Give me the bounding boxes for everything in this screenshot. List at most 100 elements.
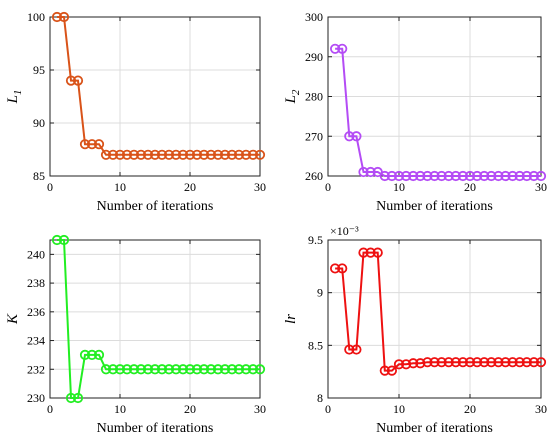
data-point [400, 359, 412, 370]
y-tick-label: 280 [305, 90, 323, 104]
data-point [51, 234, 63, 246]
data-point [212, 364, 224, 375]
y-axis-label: L2 [283, 89, 302, 104]
plot-area [50, 17, 260, 176]
y-tick-label: 234 [27, 334, 45, 348]
data-point [100, 364, 112, 375]
x-tick-label: 10 [393, 402, 405, 416]
data-point [393, 170, 405, 182]
data-point [100, 149, 112, 160]
data-point [128, 364, 140, 375]
x-tick-label: 10 [393, 180, 405, 194]
data-point [471, 357, 483, 368]
plot-area [50, 240, 260, 398]
x-tick-label: 0 [325, 180, 331, 194]
data-point [514, 170, 525, 182]
data-point [219, 149, 231, 160]
x-axis-label: Number of iterations [376, 199, 493, 214]
data-point [156, 364, 168, 375]
y-tick-label: 95 [33, 63, 45, 77]
y-tick-label: 240 [27, 247, 45, 261]
data-point [436, 170, 447, 182]
data-point [365, 166, 376, 178]
data-point [443, 170, 454, 182]
data-point [198, 149, 210, 160]
data-point [142, 364, 154, 375]
data-point [486, 357, 497, 368]
y-axis-label: L1 [5, 90, 24, 105]
data-point [114, 149, 126, 160]
x-tick-label: 20 [184, 402, 196, 416]
data-point [65, 392, 77, 404]
data-point [177, 364, 189, 375]
data-point [365, 247, 376, 258]
plot-area [328, 240, 541, 398]
data-point [329, 263, 341, 274]
x-tick-label: 0 [325, 402, 331, 416]
data-point [240, 364, 252, 375]
data-point [379, 365, 390, 376]
data-point [226, 149, 238, 160]
data-point [415, 170, 426, 182]
data-point [254, 364, 266, 375]
data-point [65, 75, 77, 86]
data-point [351, 344, 362, 355]
data-point [386, 170, 397, 182]
data-point [198, 364, 210, 375]
axes-frame [49, 239, 261, 399]
data-point [479, 357, 490, 368]
data-point [379, 170, 390, 182]
data-point [486, 170, 497, 182]
data-point [521, 357, 532, 368]
data-point [93, 349, 105, 361]
data-point [337, 43, 348, 54]
data-point [528, 357, 540, 368]
data-point [149, 364, 161, 375]
data-point [514, 357, 525, 368]
x-tick-label: 0 [47, 402, 53, 416]
data-point [79, 139, 91, 150]
x-tick-label: 20 [464, 180, 476, 194]
data-point [493, 357, 504, 368]
y-tick-label: 238 [27, 276, 45, 290]
data-point [58, 11, 70, 23]
y-tick-label: 85 [33, 169, 45, 183]
y-exponent-label: ×10⁻³ [330, 224, 359, 238]
x-tick-label: 20 [464, 402, 476, 416]
y-tick-label: 236 [27, 305, 45, 319]
data-point [450, 357, 461, 368]
data-point [493, 170, 504, 182]
axes-frame [49, 16, 261, 177]
data-point [205, 149, 217, 160]
data-point [429, 357, 440, 368]
data-point [528, 170, 540, 182]
data-point [415, 358, 426, 369]
data-point [170, 364, 182, 375]
y-tick-label: 90 [33, 116, 45, 130]
data-point [247, 149, 259, 160]
x-tick-label: 30 [535, 402, 547, 416]
data-point [163, 149, 175, 160]
data-point [142, 149, 154, 160]
data-point [254, 149, 266, 160]
data-point [219, 364, 231, 375]
data-point [443, 357, 454, 368]
data-point [400, 170, 412, 182]
data-point [149, 149, 161, 160]
x-tick-label: 10 [114, 402, 126, 416]
data-point [393, 359, 405, 370]
data-point [191, 149, 203, 160]
data-point [471, 170, 483, 182]
y-tick-label: 9 [317, 286, 323, 300]
data-point [107, 364, 119, 375]
data-point [177, 149, 189, 160]
y-tick-label: 290 [305, 50, 323, 64]
data-point [344, 344, 355, 355]
data-point [337, 263, 348, 274]
data-point [386, 365, 397, 376]
data-point [464, 357, 476, 368]
data-point [344, 131, 355, 142]
data-point [408, 170, 419, 182]
data-point [457, 170, 468, 182]
